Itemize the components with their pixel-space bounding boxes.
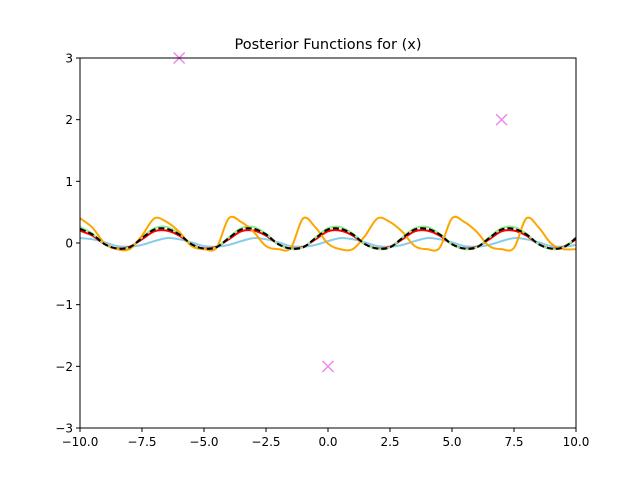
y-tick-label: −1	[55, 298, 73, 312]
scatter-point-x-marker	[322, 360, 334, 373]
y-tick-label: 1	[65, 175, 73, 189]
x-tick-label: −7.5	[127, 435, 156, 449]
y-tick-label: −2	[55, 360, 73, 374]
x-axis: −10.0 −7.5 −5.0 −2.5 0.0 2.5 5.0 7.5 10.0	[62, 428, 590, 449]
x-tick-label: −2.5	[251, 435, 280, 449]
series-line-0	[80, 237, 576, 248]
y-tick-label: 2	[65, 113, 73, 127]
x-tick-label: 7.5	[504, 435, 523, 449]
y-axis: −3 −2 −1 0 1 2 3	[55, 52, 80, 436]
series-line-4	[80, 227, 576, 250]
series-layer	[80, 215, 576, 252]
series-line-1	[80, 229, 576, 250]
x-tick-label: 5.0	[442, 435, 461, 449]
x-tick-label: −5.0	[189, 435, 218, 449]
y-tick-label: 3	[65, 52, 73, 66]
x-tick-label: 0.0	[318, 435, 337, 449]
x-tick-label: 10.0	[563, 435, 590, 449]
scatter-point-x-marker	[495, 113, 508, 126]
y-tick-label: −3	[55, 422, 73, 436]
chart-title: Posterior Functions for (x)	[235, 37, 422, 53]
x-tick-label: −10.0	[62, 435, 99, 449]
y-tick-label: 0	[65, 237, 73, 251]
x-tick-label: 2.5	[380, 435, 399, 449]
series-line-3	[80, 215, 576, 252]
